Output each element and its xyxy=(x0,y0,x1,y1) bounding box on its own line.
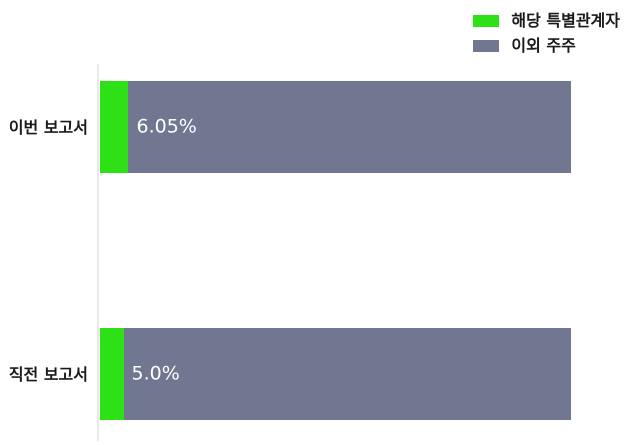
bar-value-label-current-report: 6.05% xyxy=(136,115,197,138)
legend-item-other-shareholders[interactable]: 이외 주주 xyxy=(473,35,576,57)
legend-item-special-related-party[interactable]: 해당 특별관계자 xyxy=(473,10,620,32)
legend-swatch-gray-icon xyxy=(473,40,500,52)
bar-segment-other-shareholders[interactable]: 6.05% xyxy=(128,81,571,173)
bar-segment-special-related-party[interactable] xyxy=(100,328,124,420)
legend-swatch-green-icon xyxy=(473,15,500,27)
legend-label-other-shareholders: 이외 주주 xyxy=(511,36,576,55)
legend-label-special-related-party: 해당 특별관계자 xyxy=(511,11,620,30)
y-axis-line xyxy=(97,64,99,441)
y-axis-tick-label-current-report: 이번 보고서 xyxy=(8,118,88,137)
bar-value-label-previous-report: 5.0% xyxy=(131,362,180,385)
bar-row-previous-report: 5.0% xyxy=(100,328,571,420)
bar-segment-special-related-party[interactable] xyxy=(100,81,129,173)
bar-segment-other-shareholders[interactable]: 5.0% xyxy=(123,328,571,420)
bar-row-current-report: 6.05% xyxy=(100,81,571,173)
y-axis-tick-label-previous-report: 직전 보고서 xyxy=(8,365,88,384)
chart-legend: 해당 특별관계자 이외 주주 xyxy=(473,10,620,57)
